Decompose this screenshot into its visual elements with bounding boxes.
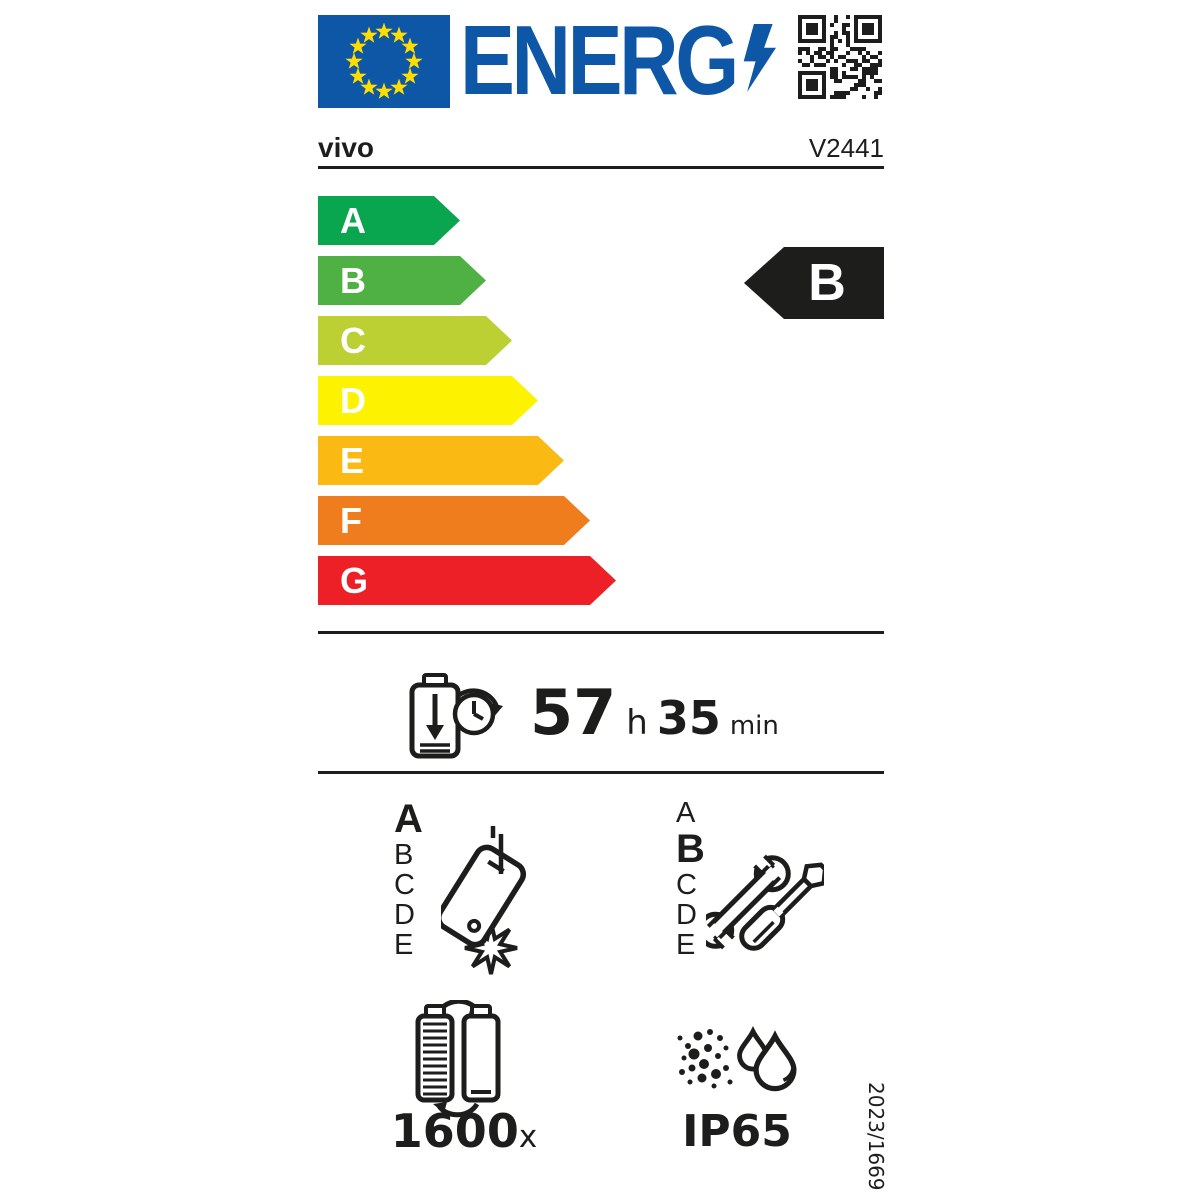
divider bbox=[318, 631, 884, 634]
battery-cycles-icon bbox=[415, 1000, 501, 1118]
scale-letter: D bbox=[394, 899, 415, 931]
cycles-unit: x bbox=[518, 1119, 538, 1155]
ip-rating: IP65 bbox=[682, 1106, 792, 1157]
scale-letter: E bbox=[340, 440, 365, 481]
eu-flag-icon bbox=[318, 15, 450, 108]
endurance-minutes-unit: min bbox=[729, 711, 779, 741]
lightning-bolt-icon bbox=[743, 24, 776, 92]
scale-letter: B bbox=[340, 260, 366, 301]
divider bbox=[318, 771, 884, 774]
scale-arrow-g: G bbox=[318, 556, 616, 605]
scale-letter: C bbox=[340, 320, 366, 361]
eu-energy-label: ENERG vivo V2441 A B C D E F G B bbox=[318, 0, 888, 1200]
cycles-number: 1600 bbox=[390, 1104, 519, 1158]
falling-phone-icon bbox=[441, 826, 527, 975]
energ-logo-text: ENERG bbox=[460, 5, 739, 115]
scale-arrow-c: C bbox=[318, 316, 512, 365]
scale-letter: E bbox=[676, 929, 696, 961]
battery-endurance-value: 57 h 35 min bbox=[530, 676, 779, 749]
divider bbox=[318, 166, 884, 169]
model-number: V2441 bbox=[808, 133, 884, 163]
energ-logo: ENERG bbox=[460, 5, 789, 115]
qr-code bbox=[795, 12, 885, 102]
dust-water-icon bbox=[677, 1026, 797, 1092]
scale-arrow-d: D bbox=[318, 376, 538, 425]
scale-letter: G bbox=[340, 560, 369, 601]
regulation-text: 2023/1669 bbox=[864, 1082, 888, 1191]
repairability-scale: A B C D E bbox=[676, 798, 722, 960]
scale-letter: B bbox=[676, 827, 705, 871]
endurance-hours-unit: h bbox=[626, 703, 648, 743]
efficiency-scale: A B C D E F G bbox=[318, 196, 616, 616]
battery-endurance-icon bbox=[409, 673, 503, 759]
endurance-minutes: 35 bbox=[656, 691, 721, 745]
drop-resistance-scale: A B C D E bbox=[394, 798, 440, 960]
scale-letter: C bbox=[394, 869, 415, 901]
scale-letter: A bbox=[340, 200, 366, 241]
scale-arrow-a: A bbox=[318, 196, 460, 245]
scale-letter: A bbox=[676, 797, 696, 829]
endurance-hours: 57 bbox=[530, 676, 617, 749]
repair-tools-icon bbox=[706, 854, 824, 951]
scale-letter: C bbox=[676, 869, 697, 901]
scale-arrow-e: E bbox=[318, 436, 564, 485]
scale-letter: D bbox=[340, 380, 366, 421]
scale-letter: B bbox=[394, 839, 414, 871]
scale-arrow-f: F bbox=[318, 496, 590, 545]
scale-arrow-b: B bbox=[318, 256, 486, 305]
brand-name: vivo bbox=[318, 132, 375, 163]
scale-letter: F bbox=[340, 500, 362, 541]
scale-letter: E bbox=[394, 929, 414, 961]
brand-row: vivo V2441 bbox=[318, 128, 884, 164]
regulation-number: 2023/1669 bbox=[864, 1082, 890, 1194]
energy-class-indicator: B bbox=[744, 247, 884, 319]
scale-letter: D bbox=[676, 899, 697, 931]
scale-letter: A bbox=[394, 797, 423, 841]
battery-cycles-value: 1600x bbox=[384, 1104, 544, 1158]
